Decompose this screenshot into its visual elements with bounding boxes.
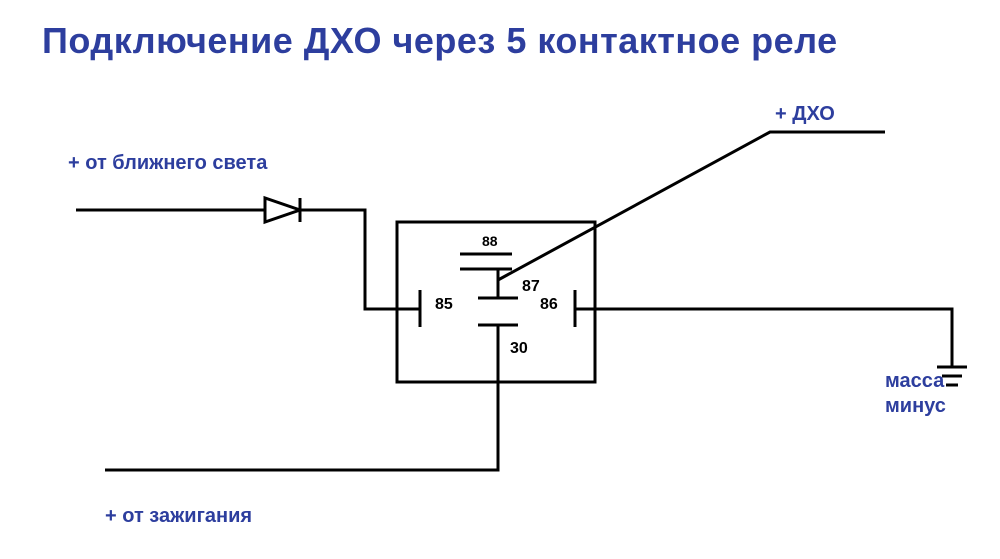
wire-30-to-ignition [105, 358, 498, 470]
diode-triangle [265, 198, 300, 222]
wire-diode-to-85 [312, 210, 420, 309]
relay-box [397, 222, 595, 382]
circuit-diagram [0, 0, 1000, 559]
wire-86-to-ground [575, 309, 952, 367]
wire-87-to-drl [498, 132, 885, 280]
